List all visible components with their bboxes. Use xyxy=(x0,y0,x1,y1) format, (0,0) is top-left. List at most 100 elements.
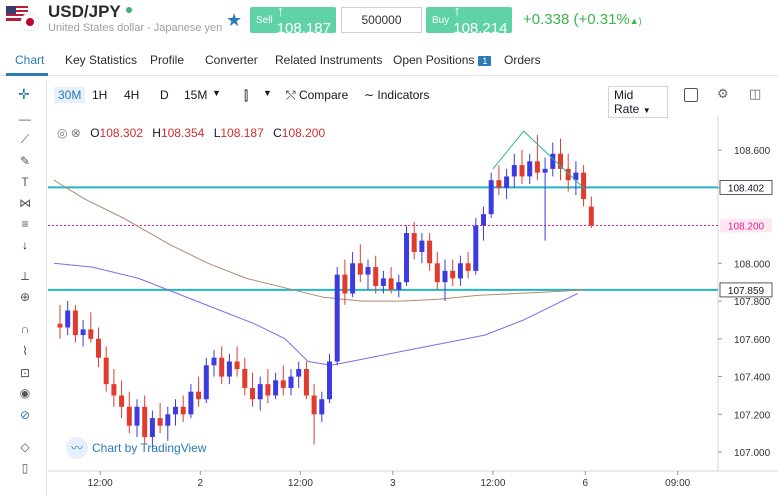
camera-icon[interactable]: ◫ xyxy=(749,86,762,101)
candle-body xyxy=(234,361,240,370)
brush-icon[interactable]: ⌇ xyxy=(22,344,28,358)
sell-button[interactable]: Sell ↑ 108.187 xyxy=(250,3,336,37)
tab-key-statistics[interactable]: Key Statistics xyxy=(65,53,138,67)
candle-body xyxy=(511,165,517,177)
candle-body xyxy=(404,233,409,283)
ruler-icon[interactable]: ⟂ xyxy=(20,269,29,283)
magnet-icon[interactable]: ∩ xyxy=(20,322,30,336)
price-chart[interactable]: 108.600108.400108.000107.800107.600107.4… xyxy=(48,116,778,496)
layers-icon[interactable]: ◇ xyxy=(20,440,30,454)
indicators-icon: ∼ xyxy=(364,88,378,102)
candle-body xyxy=(357,263,363,275)
pair-title: USD/JPY xyxy=(48,2,121,21)
candle-body xyxy=(581,172,587,200)
candle-body xyxy=(396,282,402,290)
x-tick-label: 6 xyxy=(583,478,589,489)
tab-profile[interactable]: Profile xyxy=(150,53,185,67)
candle-body xyxy=(465,263,471,271)
pattern-tool-icon[interactable]: ⋈ xyxy=(19,196,31,210)
x-tick-label: 3 xyxy=(390,478,396,489)
candle-body xyxy=(250,387,255,400)
eye-icon[interactable]: ◉ xyxy=(19,386,31,400)
compare-button[interactable]: ⤲ Compare xyxy=(286,88,349,102)
text-tool-icon[interactable]: T xyxy=(21,175,29,189)
pen-tool-icon[interactable]: ✎ xyxy=(19,154,31,168)
lock-icon[interactable]: ⊡ xyxy=(19,366,31,380)
candle-body xyxy=(327,361,332,400)
ohlc-open: 108.302 xyxy=(99,126,143,140)
candle-body xyxy=(350,263,356,294)
candle-body xyxy=(334,274,340,362)
interval-30m[interactable]: 30M xyxy=(54,87,86,103)
tab-chart[interactable]: Chart xyxy=(15,53,45,67)
level-price-tag xyxy=(719,179,773,195)
arrow-down-icon[interactable]: ↓ xyxy=(22,238,28,252)
level-price-tag xyxy=(719,282,773,298)
ohlc-low: 108.187 xyxy=(220,126,264,140)
candle-body xyxy=(157,418,163,426)
zoom-in-icon[interactable]: ⊕ xyxy=(19,290,31,304)
ohlc-close: 108.200 xyxy=(281,126,326,140)
fib-tool-icon[interactable]: ≡ xyxy=(21,217,29,231)
indicators-button[interactable]: ∼ Indicators xyxy=(364,88,430,102)
ohlc-high: 108.354 xyxy=(160,126,205,140)
buy-button[interactable]: Buy ↑ 108.214 xyxy=(426,3,512,37)
interval-1h[interactable]: 1H xyxy=(92,88,108,102)
y-tick-label: 107.000 xyxy=(734,448,771,459)
candle-body xyxy=(119,395,125,407)
trash-icon[interactable]: ▯ xyxy=(21,461,29,475)
level-price-label: 108.402 xyxy=(728,183,765,194)
x-tick-label: 12:00 xyxy=(288,478,313,489)
candle-body xyxy=(388,278,394,290)
tab-related-instruments[interactable]: Related Instruments xyxy=(275,53,383,67)
candle-body xyxy=(226,361,232,377)
x-tick-label: 2 xyxy=(198,478,204,489)
candle-body xyxy=(126,406,132,426)
moving-average-slow-line xyxy=(53,262,578,366)
candle-body xyxy=(519,165,525,177)
sell-price: ↑ 108.187 xyxy=(276,3,331,37)
live-indicator xyxy=(126,7,132,13)
candle-body xyxy=(442,270,448,283)
tab-open-positions[interactable]: Open Positions 1 xyxy=(393,53,492,67)
x-tick-label: 09:00 xyxy=(665,478,690,489)
settings-gear-icon[interactable]: ⚙ xyxy=(717,86,729,101)
link-icon[interactable]: ⊘ xyxy=(19,408,31,422)
candle-body xyxy=(219,357,225,377)
candle-body xyxy=(411,233,417,252)
crosshair-icon[interactable]: ✛ xyxy=(18,86,30,102)
buy-label: Buy xyxy=(432,14,450,26)
y-tick-label: 107.400 xyxy=(734,373,771,384)
candle-body xyxy=(72,310,78,336)
candle-body xyxy=(188,391,194,415)
tradingview-attribution[interactable]: 〰 Chart by TradingView xyxy=(66,437,207,459)
fullscreen-icon[interactable] xyxy=(684,88,698,102)
quantity-input[interactable] xyxy=(341,7,422,33)
candle-body xyxy=(242,369,248,388)
candle-body xyxy=(211,357,217,366)
trend-line-icon[interactable]: ⟋ xyxy=(20,132,30,146)
price-type-select[interactable]: Mid Rate ▼ xyxy=(608,86,668,118)
candle-body xyxy=(88,329,94,339)
candle-body xyxy=(473,225,479,271)
candle-body xyxy=(111,384,117,396)
candle-body xyxy=(504,176,510,188)
interval-d[interactable]: D xyxy=(160,88,169,102)
candle-body xyxy=(434,263,440,283)
buy-price: ↑ 108.214 xyxy=(453,3,508,37)
candle-body xyxy=(203,365,209,400)
chart-style-dropdown-icon[interactable]: ▼ xyxy=(263,88,272,98)
interval-dropdown-icon[interactable]: ▼ xyxy=(212,88,221,98)
candle-body xyxy=(380,278,386,286)
candle-body xyxy=(311,395,317,415)
legend-toggle-icon[interactable]: ◎ ⊗ xyxy=(57,126,81,140)
favorite-star-icon[interactable]: ★ xyxy=(226,10,243,30)
interval-15m[interactable]: 15M xyxy=(184,88,208,102)
tab-converter[interactable]: Converter xyxy=(205,53,258,67)
tab-orders[interactable]: Orders xyxy=(504,53,541,67)
line-tool-icon[interactable]: — xyxy=(19,112,31,126)
interval-4h[interactable]: 4H xyxy=(124,88,140,102)
candle-style-icon[interactable]: ⫿ xyxy=(244,88,249,103)
candle-body xyxy=(457,263,463,279)
candle-body xyxy=(573,172,579,181)
